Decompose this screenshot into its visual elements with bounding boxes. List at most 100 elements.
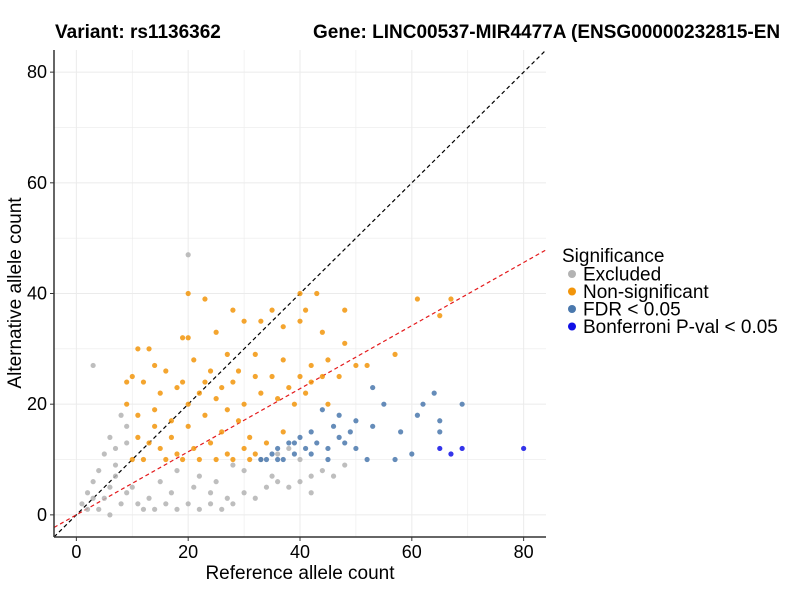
x-axis-label: Reference allele count <box>205 563 395 584</box>
point-non-significant <box>342 340 348 346</box>
point-excluded <box>118 412 124 418</box>
legend-item-label: FDR < 0.05 <box>583 300 681 321</box>
point-non-significant <box>213 329 219 335</box>
point-non-significant <box>252 451 258 457</box>
point-bonferroni-p-val-0-05 <box>437 445 443 452</box>
point-excluded <box>275 479 281 485</box>
point-bonferroni-p-val-0-05 <box>459 445 465 452</box>
point-excluded <box>90 362 96 369</box>
point-non-significant <box>129 373 135 380</box>
point-excluded <box>319 467 325 474</box>
point-non-significant <box>124 379 130 385</box>
point-excluded <box>107 512 113 518</box>
point-non-significant <box>191 445 197 452</box>
point-non-significant <box>414 296 421 302</box>
point-non-significant <box>146 346 152 352</box>
point-excluded <box>207 501 214 507</box>
point-non-significant <box>196 390 202 396</box>
point-non-significant <box>286 384 292 391</box>
point-non-significant <box>174 384 180 391</box>
point-excluded <box>112 473 119 479</box>
point-non-significant <box>152 407 158 413</box>
point-excluded <box>124 490 130 496</box>
point-excluded <box>263 484 270 490</box>
y-tick-label: 40 <box>27 284 47 304</box>
point-non-significant <box>179 379 186 385</box>
point-non-significant <box>157 390 163 396</box>
point-excluded <box>124 423 130 429</box>
point-non-significant <box>129 456 135 463</box>
legend-key-dot <box>568 305 576 313</box>
point-non-significant <box>308 362 314 369</box>
point-non-significant <box>325 357 331 363</box>
point-fdr-0-05 <box>347 429 353 435</box>
point-fdr-0-05 <box>325 456 331 463</box>
point-excluded <box>79 501 85 507</box>
x-tick-label: 60 <box>402 542 422 562</box>
legend-key-dot <box>568 270 576 278</box>
point-fdr-0-05 <box>459 401 465 407</box>
point-non-significant <box>135 346 141 352</box>
legend-key-dot <box>568 322 576 331</box>
point-non-significant <box>364 362 370 369</box>
data-points <box>79 252 527 518</box>
point-non-significant <box>168 434 175 440</box>
point-fdr-0-05 <box>437 429 443 435</box>
legend: Significance ExcludedNon-significantFDR … <box>562 246 778 338</box>
point-excluded <box>224 495 230 501</box>
point-fdr-0-05 <box>336 412 342 418</box>
point-non-significant <box>258 390 264 396</box>
point-excluded <box>207 490 214 496</box>
point-fdr-0-05 <box>414 412 421 418</box>
point-non-significant <box>314 290 320 297</box>
point-non-significant <box>325 401 331 407</box>
point-non-significant <box>146 440 152 446</box>
point-excluded <box>129 484 135 490</box>
point-non-significant <box>252 351 258 357</box>
point-excluded <box>152 506 158 512</box>
point-non-significant <box>252 373 258 380</box>
point-excluded <box>269 473 275 479</box>
point-excluded <box>96 467 102 474</box>
point-excluded <box>230 501 236 507</box>
point-excluded <box>196 506 202 512</box>
point-excluded <box>308 473 314 479</box>
point-excluded <box>112 445 119 452</box>
point-excluded <box>157 479 163 485</box>
point-excluded <box>286 484 292 490</box>
point-non-significant <box>196 456 202 463</box>
point-fdr-0-05 <box>269 451 275 457</box>
point-non-significant <box>202 296 208 302</box>
y-tick-label: 60 <box>27 173 47 193</box>
point-excluded <box>275 451 281 457</box>
point-non-significant <box>213 456 219 463</box>
point-non-significant <box>224 407 230 413</box>
point-fdr-0-05 <box>275 456 281 463</box>
point-non-significant <box>124 401 130 407</box>
point-non-significant <box>280 324 286 330</box>
point-excluded <box>241 467 247 474</box>
point-non-significant <box>353 362 359 369</box>
point-fdr-0-05 <box>291 440 298 446</box>
point-non-significant <box>291 401 298 407</box>
point-non-significant <box>247 456 253 463</box>
y-tick-label: 20 <box>27 394 47 414</box>
point-fdr-0-05 <box>314 440 320 446</box>
x-tick-label: 40 <box>290 542 310 562</box>
point-non-significant <box>207 440 214 446</box>
point-excluded <box>140 506 147 512</box>
point-excluded <box>96 506 102 512</box>
point-excluded <box>230 462 236 468</box>
point-excluded <box>213 479 219 485</box>
point-fdr-0-05 <box>353 445 359 452</box>
point-fdr-0-05 <box>308 451 314 457</box>
point-excluded <box>196 473 202 479</box>
point-non-significant <box>297 290 303 297</box>
point-excluded <box>146 495 152 501</box>
point-non-significant <box>185 401 191 407</box>
point-non-significant <box>135 412 141 418</box>
point-fdr-0-05 <box>325 445 331 452</box>
legend-item-label: Excluded <box>583 265 661 286</box>
point-excluded <box>118 501 124 507</box>
